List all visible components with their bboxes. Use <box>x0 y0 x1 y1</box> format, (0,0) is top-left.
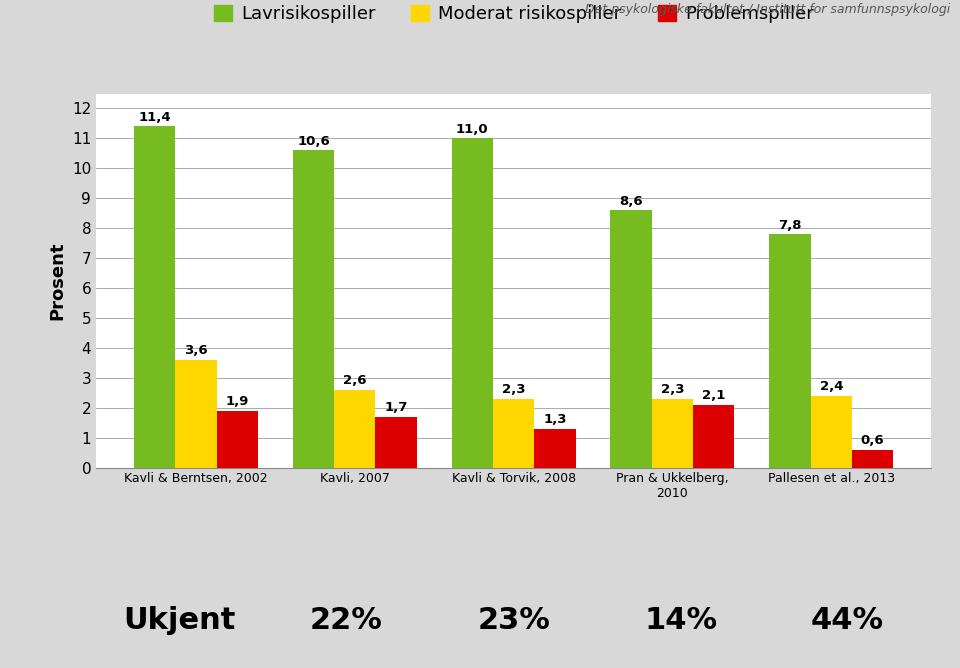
Bar <box>217 411 258 468</box>
Bar <box>852 450 893 468</box>
Text: 2,3: 2,3 <box>660 383 684 396</box>
Bar <box>535 429 576 468</box>
Bar <box>375 417 417 468</box>
Text: 11,0: 11,0 <box>456 123 489 136</box>
Text: 1,7: 1,7 <box>384 401 408 414</box>
Text: 2,6: 2,6 <box>343 374 367 387</box>
Text: 7,8: 7,8 <box>779 219 802 232</box>
Legend: Lavrisikospiller, Moderat risikospiller, Problemspiller: Lavrisikospiller, Moderat risikospiller,… <box>206 0 821 31</box>
Bar <box>334 390 375 468</box>
Text: 44%: 44% <box>811 606 884 635</box>
Text: 8,6: 8,6 <box>619 195 643 208</box>
Bar <box>810 395 852 468</box>
Text: 2,4: 2,4 <box>820 380 843 393</box>
Text: 2,3: 2,3 <box>502 383 525 396</box>
Bar <box>693 405 734 468</box>
Text: 3,6: 3,6 <box>184 345 207 357</box>
Text: 10,6: 10,6 <box>297 135 330 148</box>
Text: 11,4: 11,4 <box>138 111 171 124</box>
Text: 23%: 23% <box>477 606 550 635</box>
Bar <box>611 210 652 468</box>
Bar <box>451 138 492 468</box>
Y-axis label: Prosent: Prosent <box>48 241 66 320</box>
Text: 1,9: 1,9 <box>226 395 249 408</box>
Text: 2,1: 2,1 <box>702 389 726 402</box>
Text: Det psykologiske fakultet / Institutt for samfunnspsykologi: Det psykologiske fakultet / Institutt fo… <box>586 3 950 16</box>
Text: 0,6: 0,6 <box>861 434 884 448</box>
Bar <box>176 360 217 468</box>
Bar <box>134 126 176 468</box>
Text: 22%: 22% <box>310 606 383 635</box>
Text: 14%: 14% <box>644 606 717 635</box>
Text: Ukjent: Ukjent <box>123 606 236 635</box>
Bar <box>293 150 334 468</box>
Text: 1,3: 1,3 <box>543 413 566 426</box>
Bar <box>492 399 535 468</box>
Bar <box>652 399 693 468</box>
Bar <box>769 234 810 468</box>
